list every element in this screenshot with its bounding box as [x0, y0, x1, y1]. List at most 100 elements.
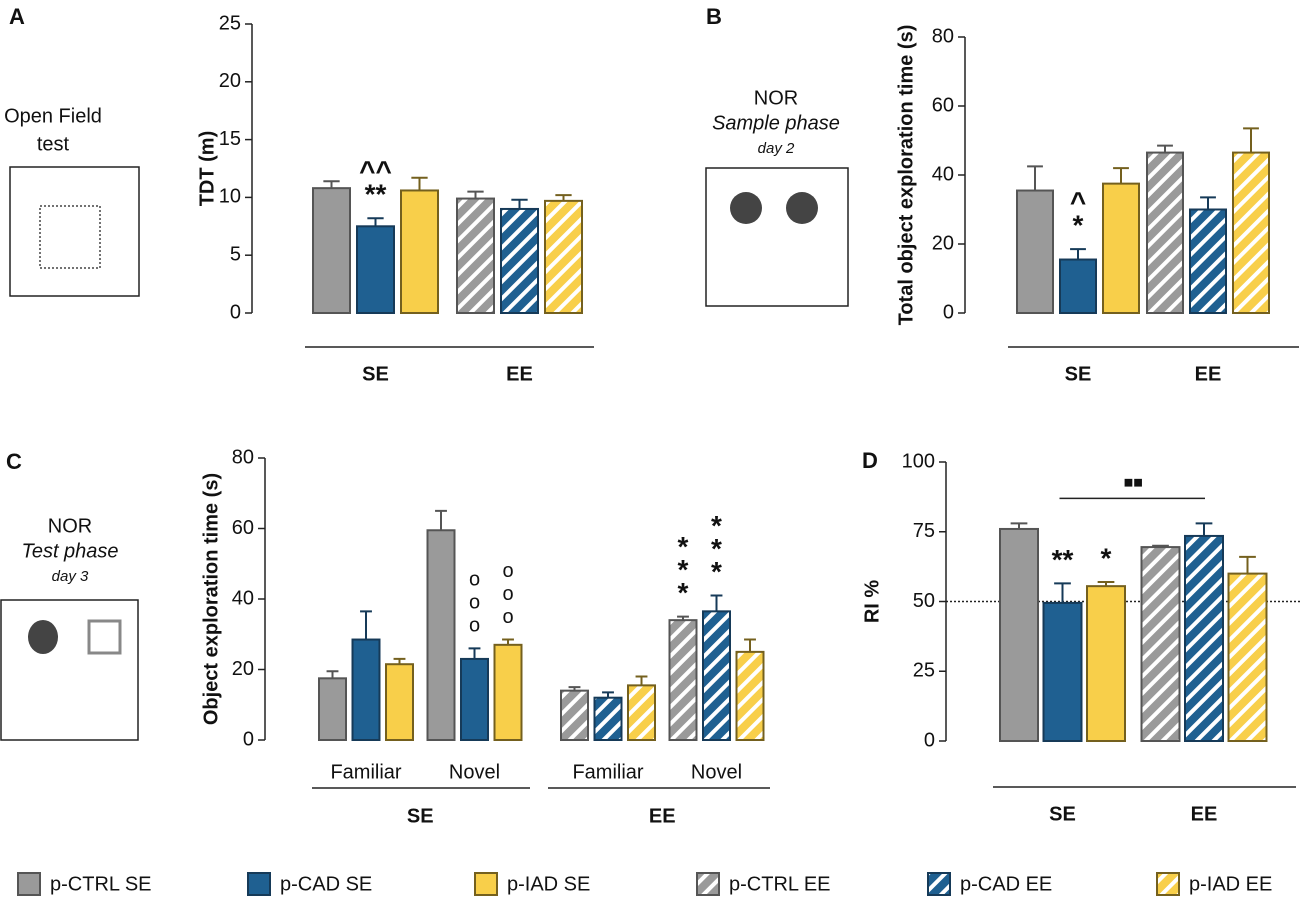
annotation: *: [678, 554, 689, 585]
bar: [560, 689, 589, 742]
y-tick-label: 100: [902, 450, 935, 472]
bar: [1042, 601, 1083, 743]
category-label: Novel: [449, 761, 500, 783]
bar: [1059, 258, 1097, 314]
illustration-text: Test phase: [21, 540, 118, 562]
error-bar: [1027, 165, 1043, 191]
panel-1: B Total object exploration time (s) 0 20 40 6…: [706, 4, 1299, 385]
legend-label: p-CTRL SE: [50, 873, 152, 895]
legend-swatch: [927, 872, 951, 896]
bar: [1227, 572, 1268, 742]
panel-2: C Object exploration time (s) 0 20 40 60 80 Fam…: [6, 446, 770, 827]
legend-label: p-CAD EE: [960, 873, 1052, 895]
y-tick-label: 20: [232, 658, 254, 680]
illustration-text: Sample phase: [712, 112, 840, 134]
bracket-label: ■■: [1124, 475, 1143, 492]
annotation: **: [1052, 544, 1074, 575]
annotation: o: [502, 606, 513, 628]
error-bar: [1239, 555, 1256, 574]
y-axis-label: Total object exploration time (s): [895, 25, 917, 326]
bar: [735, 650, 765, 741]
bar: [1184, 534, 1224, 742]
bar: [456, 197, 495, 314]
bar: [999, 527, 1039, 743]
group-label: EE: [649, 805, 676, 827]
center-zone: [39, 205, 101, 269]
bar: [493, 643, 523, 742]
error-bar: [1152, 544, 1169, 548]
annotation: o: [469, 615, 480, 637]
arena: [705, 167, 849, 307]
bar: [312, 187, 351, 314]
category-label: Familiar: [572, 761, 643, 783]
legend-label: p-IAD EE: [1189, 873, 1272, 895]
error-bar: [635, 675, 648, 686]
legend-label: p-CTRL EE: [729, 873, 831, 895]
y-tick-label: 0: [243, 728, 254, 750]
arena: [9, 166, 140, 297]
arena: [0, 599, 139, 741]
annotation: ^: [1070, 187, 1086, 218]
bar: [1232, 151, 1270, 314]
y-tick-label: 25: [219, 12, 241, 34]
annotation: *: [678, 531, 689, 562]
panel-letter: B: [706, 4, 722, 29]
annotation: o: [469, 569, 480, 591]
bar: [702, 610, 731, 742]
illustration-text: NOR: [754, 87, 798, 109]
annotation: **: [365, 179, 387, 210]
error-bar: [411, 176, 428, 191]
category-label: SE: [362, 363, 389, 385]
error-bar: [1054, 582, 1071, 603]
category-label: EE: [1195, 363, 1222, 385]
y-tick-label: 50: [913, 590, 935, 612]
y-tick-label: 25: [913, 660, 935, 682]
legend-swatch: [474, 872, 498, 896]
y-tick-label: 0: [924, 729, 935, 751]
object: [730, 192, 762, 224]
error-bar: [467, 190, 484, 199]
bar: [426, 529, 456, 742]
legend-swatch: [17, 872, 41, 896]
y-tick-label: 0: [943, 301, 954, 323]
category-label: EE: [1191, 803, 1218, 825]
annotation: *: [711, 556, 722, 587]
legend-label: p-CAD SE: [280, 873, 372, 895]
legend-swatch: [1156, 872, 1180, 896]
category-label: EE: [506, 363, 533, 385]
y-tick-label: 20: [219, 70, 241, 92]
legend-label: p-IAD SE: [507, 873, 590, 895]
error-bar: [744, 638, 756, 652]
error-bar: [602, 691, 614, 698]
y-tick-label: 60: [932, 94, 954, 116]
illustration-text: test: [37, 133, 70, 155]
panel-letter: D: [862, 448, 878, 473]
y-tick-label: 80: [232, 446, 254, 468]
error-bar: [468, 647, 481, 659]
panel-letter: A: [9, 4, 25, 29]
object: [28, 620, 58, 654]
y-axis-label: Object exploration time (s): [200, 473, 222, 725]
error-bar: [710, 594, 723, 612]
annotation: o: [469, 592, 480, 614]
error-bar: [1243, 127, 1259, 153]
annotation: *: [1101, 542, 1112, 573]
category-label: Familiar: [330, 761, 401, 783]
error-bar: [555, 194, 572, 201]
y-tick-label: 10: [219, 186, 241, 208]
bar: [400, 189, 439, 315]
error-bar: [360, 610, 372, 640]
bar: [1189, 208, 1227, 314]
panel-0: A TDT (m) 0 5 10 15 20 25 SE EE ^^**: [9, 4, 594, 385]
category-label: SE: [1049, 803, 1076, 825]
category-label: SE: [1065, 363, 1092, 385]
bar: [668, 619, 698, 742]
bar: [318, 677, 347, 741]
y-tick-label: 40: [232, 587, 254, 609]
error-bar: [502, 638, 514, 645]
bar: [1102, 182, 1140, 314]
error-bar: [1195, 522, 1213, 536]
y-axis-label: RI %: [861, 580, 883, 624]
y-tick-label: 20: [932, 232, 954, 254]
